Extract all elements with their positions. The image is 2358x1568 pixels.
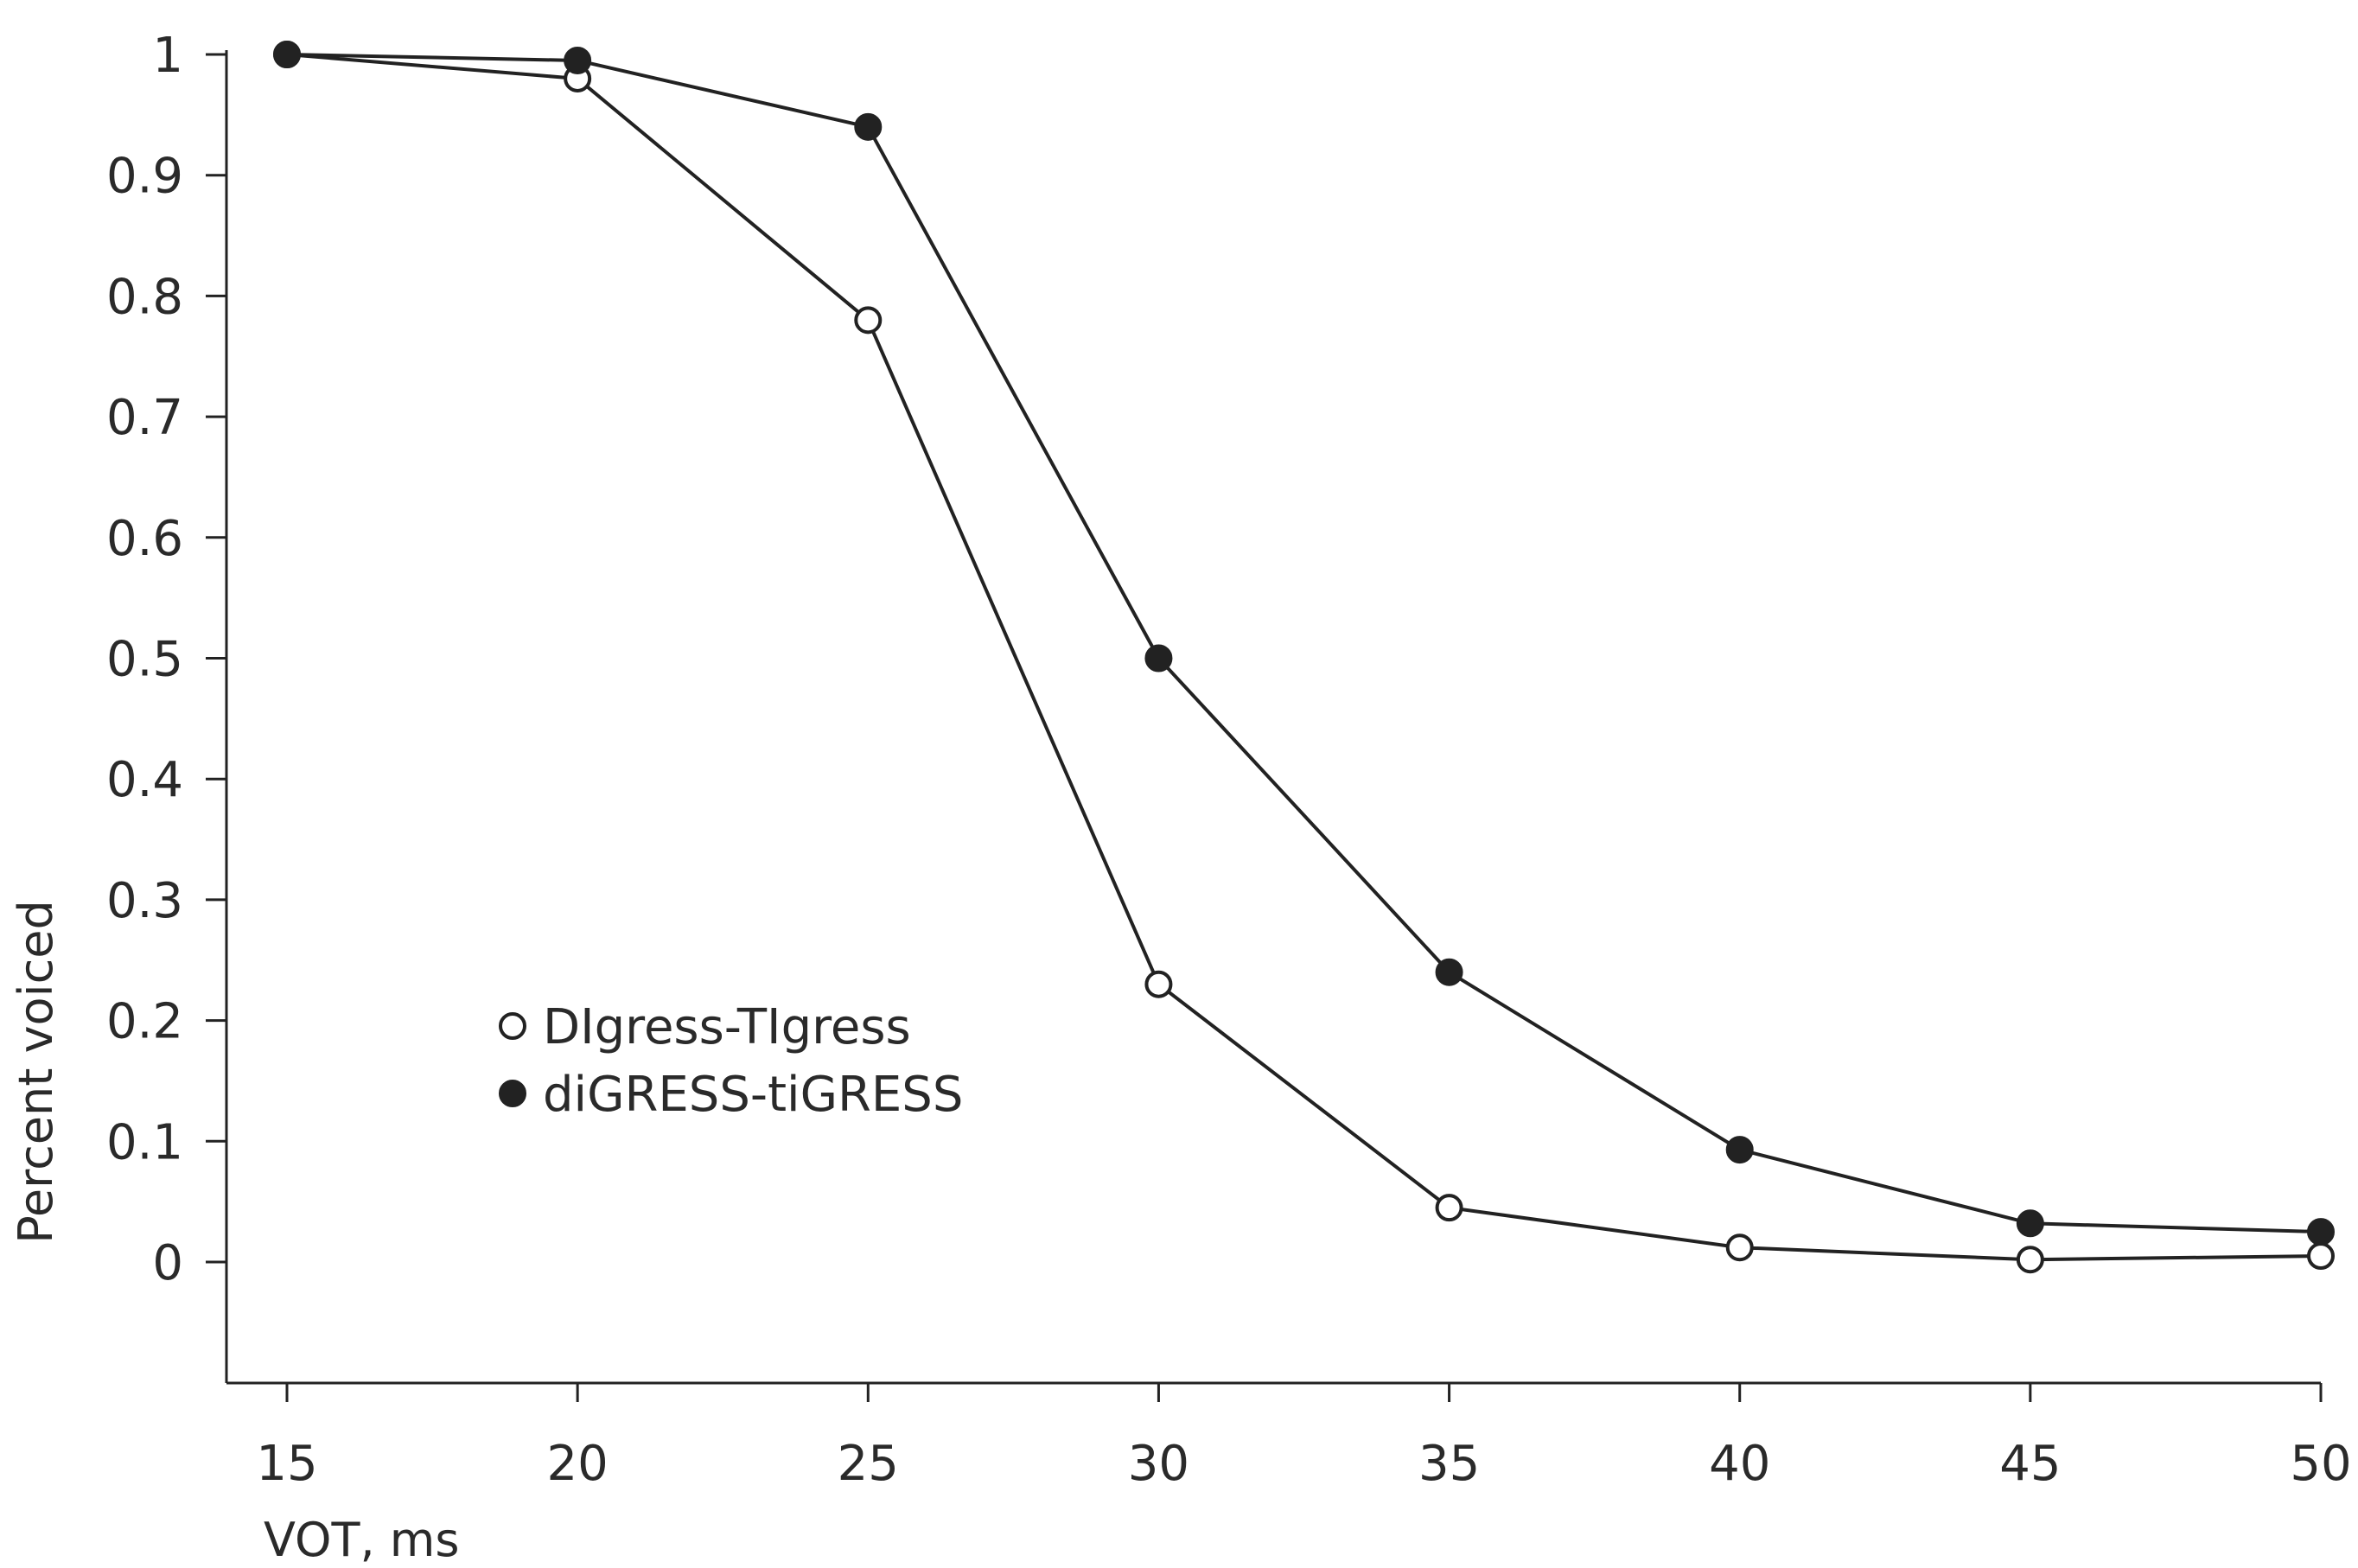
series-2-point <box>1435 958 1463 986</box>
x-tick-label: 20 <box>547 1436 609 1492</box>
series-2-point <box>1725 1136 1754 1164</box>
legend-label-series-2: diGRESS-tiGRESS <box>543 1067 963 1123</box>
x-tick-label: 35 <box>1418 1436 1480 1492</box>
series-2-point <box>273 41 301 68</box>
legend-label-series-1: DIgress-TIgress <box>543 999 911 1055</box>
x-tick-label: 45 <box>1999 1436 2061 1492</box>
y-tick-label: 0.1 <box>106 1114 183 1170</box>
series-2-point <box>2016 1209 2044 1238</box>
series-1-point <box>2016 1246 2044 1274</box>
legend-filled-circle-marker <box>499 1080 526 1107</box>
y-tick-label: 0.5 <box>106 632 183 688</box>
y-tick-label: 0.6 <box>106 511 183 567</box>
y-tick-label: 1 <box>152 28 183 84</box>
x-tick-label: 15 <box>256 1436 317 1492</box>
series-2-point <box>854 112 883 141</box>
y-axis-ticks: 1 0.9 0.8 0.7 0.6 0.5 0.4 0.3 0.2 0.1 0 <box>106 28 226 1291</box>
y-tick-label: 0.3 <box>106 873 183 929</box>
series-line-1 <box>286 53 2322 1262</box>
chart-axes <box>225 50 2321 1385</box>
y-axis-title: Percent voiced <box>9 900 63 1244</box>
y-tick-label: 0.8 <box>106 269 183 325</box>
x-axis-ticks: 15 20 25 30 35 40 45 50 <box>256 1383 2352 1492</box>
series-1-point <box>2307 1242 2335 1271</box>
x-tick-label: 25 <box>838 1436 899 1492</box>
legend-open-circle-marker <box>499 1012 526 1040</box>
y-tick-label: 0.2 <box>106 994 183 1050</box>
series-1-point <box>1144 970 1173 998</box>
series-2-point <box>1144 644 1173 672</box>
series-1-point <box>1725 1233 1754 1262</box>
y-tick-label: 0.9 <box>106 149 183 205</box>
y-tick-label: 0.4 <box>106 752 183 808</box>
series-line-2 <box>286 53 2322 1234</box>
y-tick-label: 0 <box>152 1235 183 1291</box>
series-1-point <box>1435 1194 1463 1222</box>
y-tick-label: 0.7 <box>106 390 183 446</box>
series-1-point <box>854 306 883 335</box>
x-axis-title: VOT, ms <box>264 1513 460 1567</box>
x-tick-label: 30 <box>1128 1436 1189 1492</box>
chart-legend: DIgress-TIgress diGRESS-tiGRESS <box>499 999 963 1123</box>
x-tick-label: 50 <box>2290 1436 2351 1492</box>
series-2-point <box>2307 1218 2335 1246</box>
series-2-point <box>564 46 592 74</box>
series-layer <box>273 41 2335 1274</box>
x-tick-label: 40 <box>1709 1436 1770 1492</box>
